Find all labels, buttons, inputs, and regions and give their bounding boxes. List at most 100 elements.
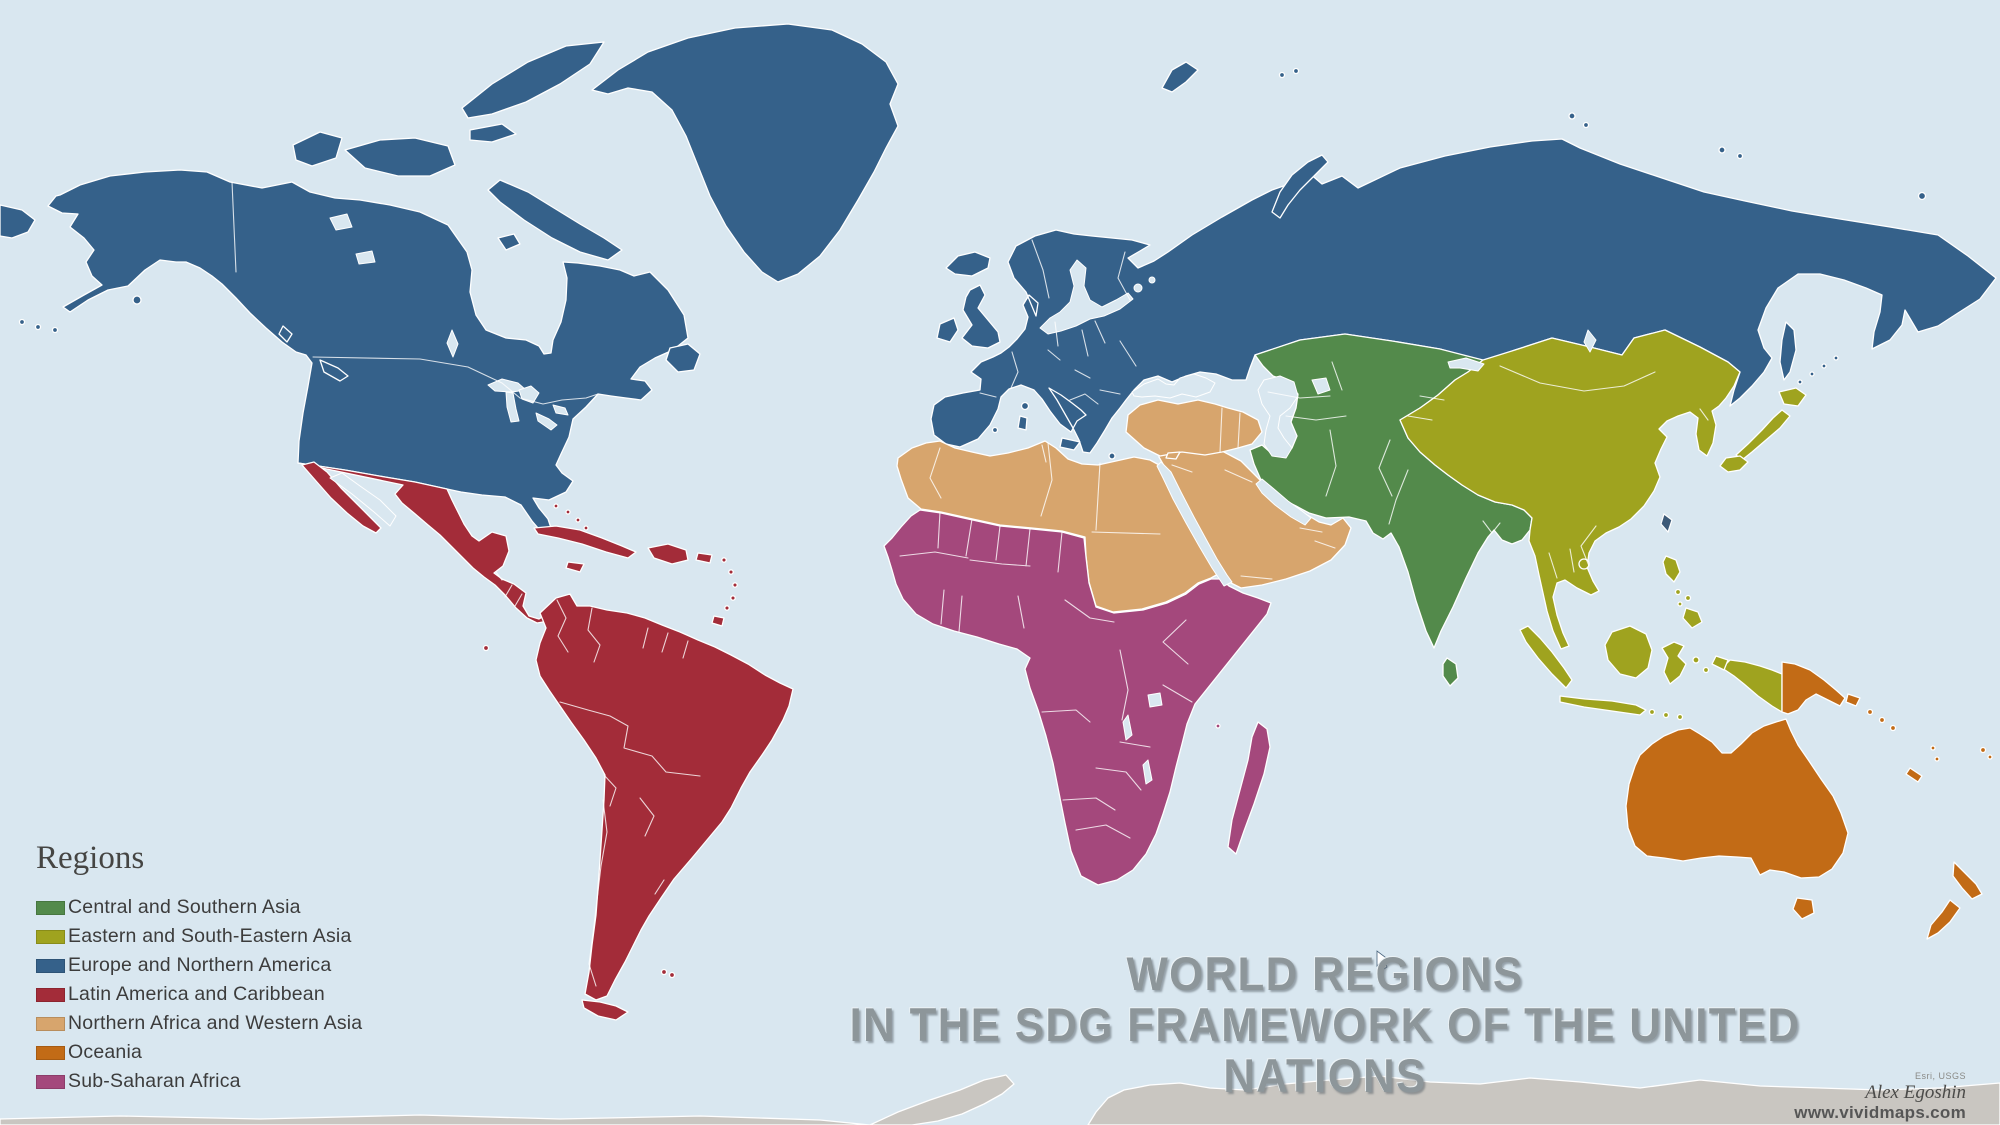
lake-michigan	[505, 391, 520, 423]
lake-malawi	[1142, 759, 1153, 785]
islands-falkland-1	[660, 968, 668, 976]
lake-tanganyika	[1122, 714, 1133, 741]
antarctica-coast-main	[1087, 1075, 2000, 1125]
legend-title: Regions	[36, 840, 145, 876]
island-comoros	[1215, 723, 1221, 729]
islands-galapagos	[482, 644, 490, 652]
island-kyushu-shikoku	[1719, 455, 1749, 473]
islands-balearic	[991, 426, 999, 434]
islands-kuril-1	[1797, 379, 1803, 385]
island-newfoundland	[665, 343, 701, 373]
island-cuba	[533, 525, 637, 559]
lake-erie	[535, 412, 558, 431]
islands-solomon-1	[1866, 708, 1874, 716]
attribution-website: www.vividmaps.com	[1794, 1103, 1966, 1123]
legend: Regions Central and Southern Asia Easter…	[36, 840, 362, 1096]
islands-new-siberian-2	[1736, 152, 1744, 160]
islands-franz-josef-1	[1278, 71, 1286, 79]
map-title: WORLD REGIONS IN THE SDG FRAMEWORK OF TH…	[744, 948, 1907, 1101]
borders-africa	[899, 442, 1193, 839]
islands-severnaya-1	[1568, 112, 1576, 120]
island-vancouver	[319, 359, 349, 382]
sea-caspian	[1257, 375, 1299, 459]
island-hispaniola	[647, 543, 689, 565]
islands-moluccas-2	[1702, 666, 1710, 674]
island-southampton	[497, 233, 521, 251]
islands-solomon-2	[1878, 716, 1886, 724]
map-title-line1: WORLD REGIONS	[1126, 947, 1524, 1000]
lake-victoria	[1147, 692, 1163, 708]
legend-item-europe-northern-america: Europe and Northern America	[36, 951, 362, 980]
region-sub-saharan-africa	[883, 509, 1272, 886]
islands-lesser-sunda-1	[1648, 708, 1656, 716]
lake-great-bear	[329, 213, 353, 231]
islands-lesser-antilles-2	[728, 569, 734, 575]
legend-swatch-oceania	[36, 1045, 65, 1060]
attribution-sources: Esri, USGS	[1914, 1071, 1966, 1082]
island-cyprus	[1165, 451, 1181, 460]
lake-ladoga	[1133, 283, 1143, 293]
lake-great-slave	[355, 250, 376, 265]
island-trinidad	[711, 615, 725, 627]
landmass-sub-saharan-africa	[883, 509, 1272, 886]
region-northern-africa-western-asia	[896, 399, 1352, 613]
islands-vanuatu-2	[1934, 756, 1940, 762]
island-devon	[469, 123, 517, 143]
island-puerto-rico	[695, 552, 713, 564]
lake-onega	[1148, 276, 1156, 284]
island-corsica	[1020, 401, 1030, 411]
landmass-greenland	[591, 23, 899, 283]
island-ireland	[936, 317, 959, 343]
legend-label: Europe and Northern America	[68, 954, 332, 976]
island-haida-gwaii	[278, 325, 293, 343]
islands-moluccas-1	[1692, 656, 1700, 664]
sea-baltic	[1039, 259, 1134, 335]
island-hainan	[1578, 558, 1590, 570]
island-victoria	[344, 137, 456, 177]
islands-lesser-antilles-5	[724, 605, 730, 611]
islands-aleutian-1	[18, 318, 26, 326]
legend-item-eastern-south-eastern-asia: Eastern and South-Eastern Asia	[36, 922, 362, 951]
region-latin-america-caribbean	[297, 461, 794, 1021]
island-birds-head	[1711, 655, 1729, 671]
islands-lesser-sunda-2	[1662, 711, 1670, 719]
inland-waters	[329, 213, 1597, 785]
borders-europe	[979, 239, 1137, 405]
islands-aleutian-2	[34, 323, 42, 331]
attribution: Esri, USGS Alex Egoshin www.vividmaps.co…	[1794, 1071, 1966, 1123]
islands-bahamas-3	[575, 517, 581, 523]
island-taiwan	[1660, 513, 1673, 534]
gulf-of-california	[329, 472, 397, 527]
legend-label: Northern Africa and Western Asia	[68, 1012, 363, 1034]
islands-fiji-2	[1987, 754, 1993, 760]
borders-latin-america	[495, 571, 701, 987]
island-new-caledonia	[1905, 767, 1923, 783]
attribution-author: Alex Egoshin	[1865, 1081, 1966, 1103]
island-new-britain	[1845, 693, 1861, 707]
island-nz-south	[1926, 899, 1961, 940]
antarctica-strip-left	[0, 1114, 871, 1125]
region-eastern-south-eastern-asia	[1399, 329, 1807, 721]
antarctica	[0, 1074, 2000, 1125]
island-tasmania	[1792, 897, 1815, 920]
island-luzon	[1662, 555, 1681, 583]
islands-new-siberian-1	[1718, 146, 1726, 154]
lake-ontario	[552, 404, 569, 416]
borders-asia	[1171, 361, 1709, 580]
island-mindanao	[1682, 607, 1703, 629]
legend-swatch-northern-africa-western-asia	[36, 1016, 65, 1031]
legend-swatch-europe-northern-america	[36, 958, 65, 973]
legend-item-sub-saharan-africa: Sub-Saharan Africa	[36, 1067, 362, 1096]
landmass-west-new-guinea	[1721, 659, 1783, 713]
islands-kuril-3	[1821, 363, 1827, 369]
sea-aral	[1311, 377, 1331, 395]
sea-black	[1131, 373, 1216, 399]
island-kodiak	[132, 295, 142, 305]
islands-kuril-2	[1809, 371, 1815, 377]
legend-swatch-central-southern-asia	[36, 900, 65, 915]
map-title-line2: IN THE SDG FRAMEWORK OF THE UNITED NATIO…	[849, 998, 1801, 1102]
gulf-persian	[1255, 478, 1312, 526]
islands-severnaya-2	[1582, 121, 1590, 129]
